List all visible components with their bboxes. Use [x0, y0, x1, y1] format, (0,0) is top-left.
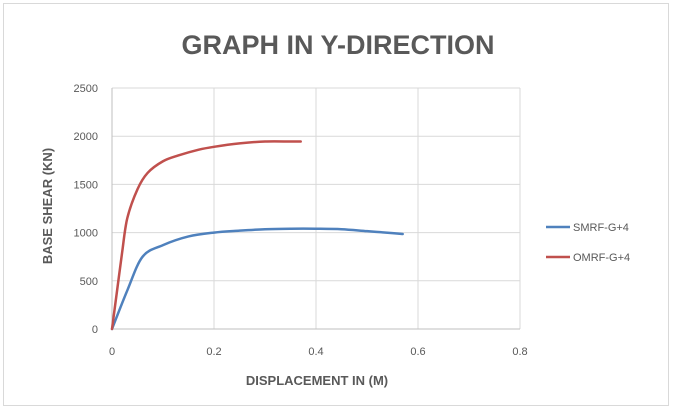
- x-tick-label: 0.2: [206, 346, 221, 358]
- chart-frame: [3, 3, 669, 406]
- y-axis-ticks: 0 500 1000 1500 2000 2500: [74, 83, 98, 336]
- x-tick-label: 0: [109, 346, 115, 358]
- series-line-smrf-g-4: [110, 227, 404, 331]
- x-tick-label: 0.4: [308, 346, 323, 358]
- y-tick-label: 0: [92, 324, 98, 336]
- y-tick-label: 2500: [74, 83, 98, 95]
- axis-lines: [111, 88, 520, 330]
- y-axis-title: BASE SHEAR (KN): [40, 148, 55, 264]
- x-axis-ticks: 0 0.2 0.4 0.6 0.8: [109, 346, 528, 358]
- x-tick-label: 0.6: [410, 346, 425, 358]
- x-tick-label: 0.8: [512, 346, 527, 358]
- series-group: [110, 140, 404, 331]
- legend-label-smrf-g-4: SMRF-G+4: [573, 222, 629, 234]
- y-tick-label: 1000: [74, 228, 98, 240]
- series-line-omrf-g-4: [110, 140, 302, 331]
- y-tick-label: 500: [80, 276, 98, 288]
- y-tick-label: 2000: [74, 131, 98, 143]
- legend-label-omrf-g-4: OMRF-G+4: [573, 252, 630, 264]
- legend: SMRF-G+4 OMRF-G+4: [546, 222, 630, 264]
- gridlines: [112, 87, 521, 329]
- chart-title: GRAPH IN Y-DIRECTION: [181, 30, 494, 60]
- x-axis-title: DISPLACEMENT IN (M): [246, 373, 388, 388]
- y-tick-label: 1500: [74, 179, 98, 191]
